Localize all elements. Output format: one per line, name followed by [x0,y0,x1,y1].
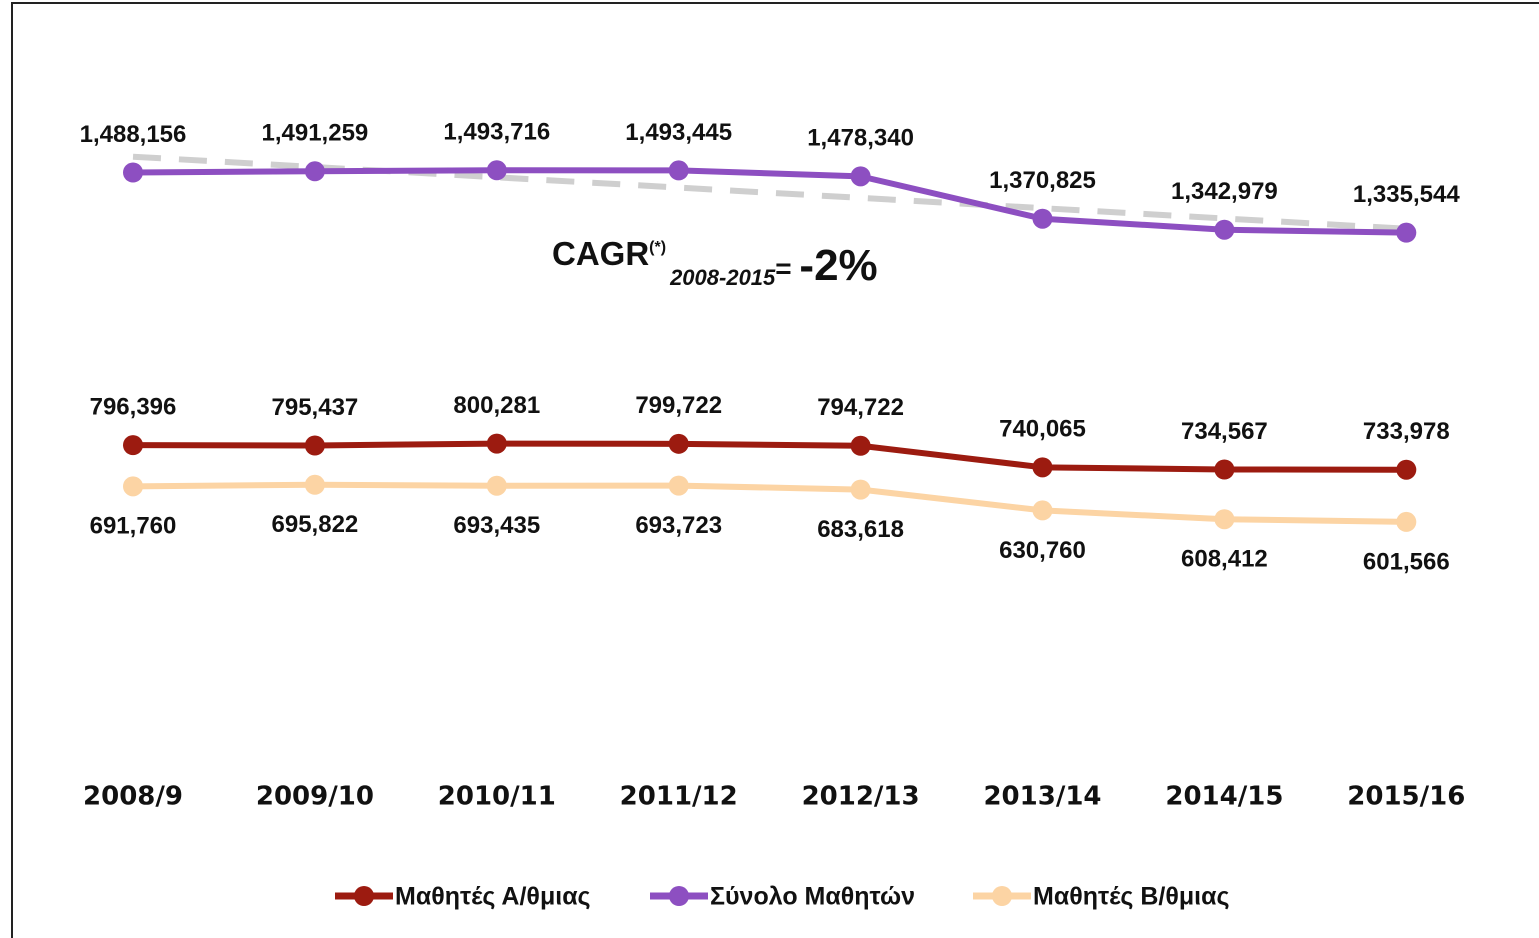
point [1214,509,1235,530]
x-tick-label: 2015/16 [1347,782,1465,812]
data-label: 630,760 [999,537,1086,564]
data-label: 695,822 [272,511,359,538]
data-label: 693,723 [635,512,722,539]
data-label: 1,493,716 [443,119,550,146]
annotation-value: -2% [799,241,877,290]
point [123,162,143,183]
data-label: 796,396 [90,393,177,420]
data-label: 1,335,544 [1353,181,1460,208]
x-tick-label: 2011/12 [620,782,738,812]
annotation-sub: 2008-2015 [669,265,776,290]
data-label: 800,281 [453,392,540,419]
point [123,435,143,456]
data-label: 799,722 [635,392,722,419]
data-label: 733,978 [1363,418,1450,445]
point [1396,459,1417,480]
annotation: CAGR(*)2008-2015= -2% [552,235,878,290]
data-label: 734,567 [1181,418,1268,445]
point [486,433,507,454]
x-tick-label: 2008/9 [83,782,183,812]
legend-label: Μαθητές Α/θμιας [395,883,591,911]
annotation-eq: = [775,253,799,284]
series-line [132,481,1407,525]
point [850,166,871,187]
legend-label: Μαθητές Β/θμιας [1033,883,1229,911]
legend-marker [354,886,374,906]
data-label: 691,760 [90,513,177,540]
point [1032,208,1053,229]
point [304,474,325,495]
data-label: 1,342,979 [1171,178,1278,205]
data-label: 740,065 [999,416,1086,443]
point [486,160,507,181]
x-tick-label: 2014/15 [1165,782,1283,812]
data-label: 601,566 [1363,548,1450,575]
point [850,479,871,500]
point [1396,511,1417,532]
series-line [132,440,1407,473]
point [1214,219,1235,240]
legend-marker [992,886,1012,906]
legend-marker [669,886,689,906]
point [668,160,689,181]
x-tick-label: 2012/13 [802,782,920,812]
data-label: 795,437 [272,394,359,421]
data-label: 683,618 [817,516,904,543]
point [1396,222,1417,243]
data-label: 794,722 [817,394,904,421]
x-tick-label: 2013/14 [983,782,1101,812]
series-line [132,167,1407,236]
legend-label: Σύνολο Μαθητών [710,883,915,911]
data-label: 693,435 [453,512,540,539]
data-label: 608,412 [1181,546,1268,573]
point [1032,457,1053,478]
point [668,433,689,454]
point [486,475,507,496]
x-tick-label: 2009/10 [256,782,374,812]
data-label: 1,488,156 [80,121,187,148]
data-label: 1,370,825 [989,167,1096,194]
point [668,475,689,496]
point [1214,459,1235,480]
trendline [132,153,1407,232]
point [304,161,325,182]
point [1032,500,1053,521]
x-tick-label: 2010/11 [438,782,556,812]
point [123,476,143,497]
data-label: 1,478,340 [807,125,914,152]
data-label: 1,491,259 [262,120,369,147]
annotation-main: CAGR [552,235,649,272]
annotation-sup: (*) [649,239,666,256]
data-label: 1,493,445 [625,119,732,146]
point [850,435,871,456]
point [304,435,325,456]
